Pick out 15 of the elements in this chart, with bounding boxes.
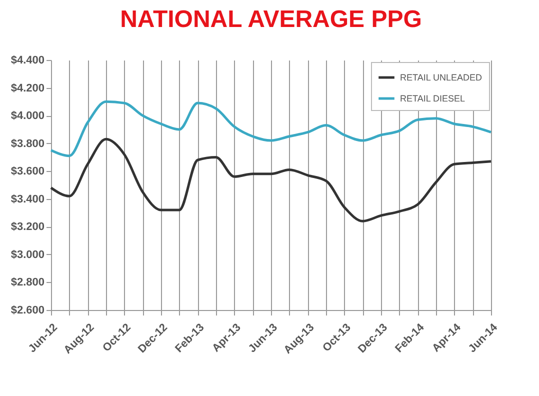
y-tick-label: $4.200: [10, 82, 44, 94]
legend-label: RETAIL UNLEADED: [400, 72, 483, 82]
y-tick-label: $2.800: [10, 276, 44, 289]
y-tick-label: $2.600: [10, 304, 44, 316]
y-tick-label: $3.800: [10, 138, 44, 150]
y-tick-label: $4.400: [10, 54, 44, 66]
y-tick-label: $3.200: [10, 221, 44, 234]
y-tick-label: $4.000: [10, 110, 44, 122]
y-tick-label: $3.000: [10, 248, 44, 261]
y-tick-label: $3.400: [10, 193, 44, 206]
line-series: [50, 138, 492, 222]
chart-title: NATIONAL AVERAGE PPG: [120, 6, 422, 33]
line-series: [50, 100, 492, 158]
y-tick-label: $3.600: [10, 166, 44, 178]
legend-label: RETAIL DIESEL: [400, 94, 466, 104]
